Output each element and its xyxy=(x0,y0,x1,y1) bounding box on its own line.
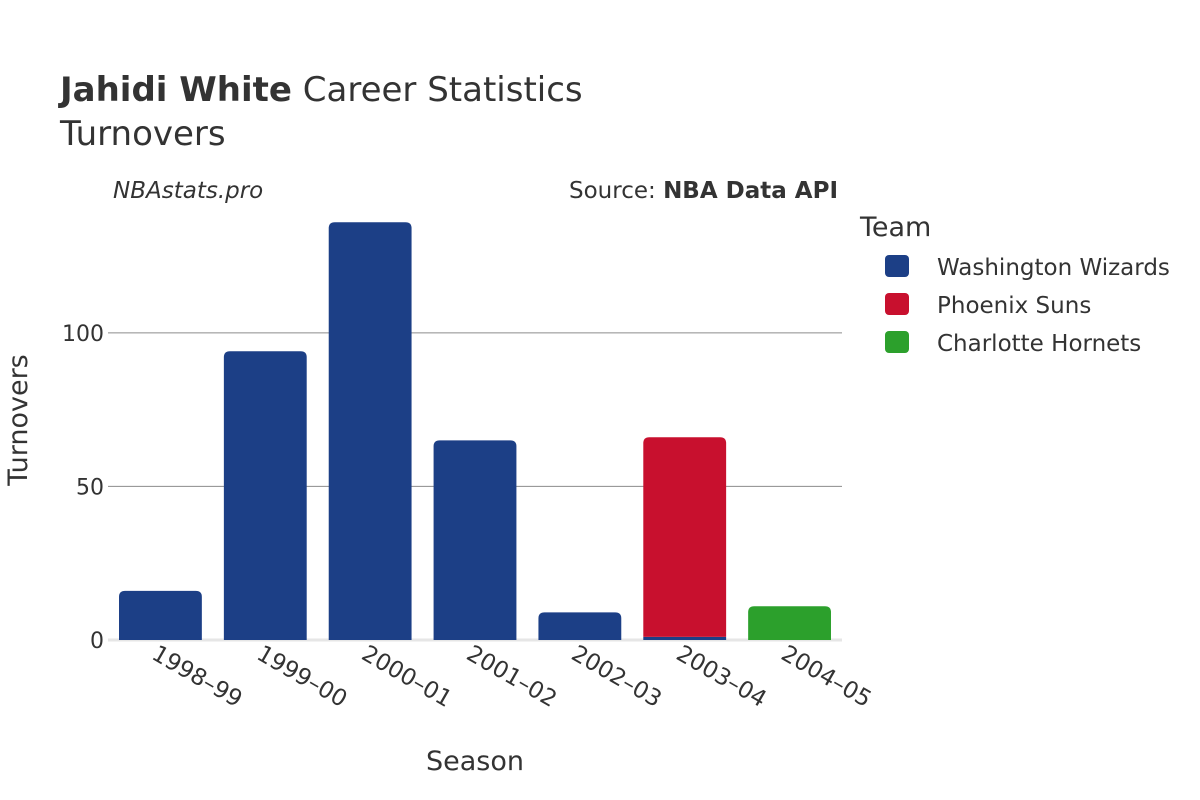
bar-1999–00-washington-wizards xyxy=(223,351,307,640)
x-tick-label: 2002–03 xyxy=(567,641,666,713)
y-tick-label: 0 xyxy=(90,629,104,654)
x-tick-label: 2000–01 xyxy=(357,641,456,713)
legend-label: Phoenix Suns xyxy=(937,293,1091,319)
x-axis-label: Season xyxy=(426,746,524,777)
chart-title: Jahidi White Career Statistics xyxy=(60,70,583,110)
legend-swatch xyxy=(885,331,909,353)
bars xyxy=(119,222,831,641)
bar-2000–01-washington-wizards xyxy=(328,222,412,641)
source-prefix: Source: xyxy=(569,178,656,204)
bar-1998–99-washington-wizards xyxy=(119,590,202,640)
chart-subtitle: Turnovers xyxy=(60,114,226,154)
legend-swatch xyxy=(885,293,909,315)
y-tick-label: 50 xyxy=(76,475,104,500)
legend: Team Washington Wizards Phoenix Suns Charl… xyxy=(859,212,1170,357)
bar-2003–04-phoenix-suns xyxy=(643,437,727,637)
bar-2004–05-charlotte-hornets xyxy=(748,606,831,640)
x-tick-label: 1999–00 xyxy=(252,641,351,713)
legend-label: Washington Wizards xyxy=(937,255,1170,281)
legend-label: Charlotte Hornets xyxy=(937,331,1141,357)
title-suffix: Career Statistics xyxy=(302,70,583,110)
x-tick-labels: 1998–99 1999–00 2000–01 2001–02 2002–03 2003–… xyxy=(147,641,875,713)
y-axis-label: Turnovers xyxy=(3,354,34,487)
legend-swatch xyxy=(885,255,909,277)
x-tick-label: 2004–05 xyxy=(777,641,876,713)
watermark: NBAstats.pro xyxy=(113,178,264,204)
bar-2001–02-washington-wizards xyxy=(433,440,517,640)
player-name: Jahidi White xyxy=(60,70,292,110)
legend-items: Washington Wizards Phoenix Suns Charlotte … xyxy=(885,255,1170,357)
legend-title: Team xyxy=(859,212,931,243)
source-name: NBA Data API xyxy=(663,178,838,204)
bar-2002–03-washington-wizards xyxy=(538,612,622,640)
x-tick-label: 1998–99 xyxy=(147,641,246,713)
y-tick-label: 100 xyxy=(62,322,104,347)
source-credit: Source: NBA Data API xyxy=(569,178,838,204)
bar-2003–04-washington-wizards xyxy=(643,636,727,640)
x-tick-label: 2003–04 xyxy=(672,641,771,713)
x-tick-label: 2001–02 xyxy=(462,641,561,713)
y-tick-labels: 0 50 100 xyxy=(62,322,104,654)
